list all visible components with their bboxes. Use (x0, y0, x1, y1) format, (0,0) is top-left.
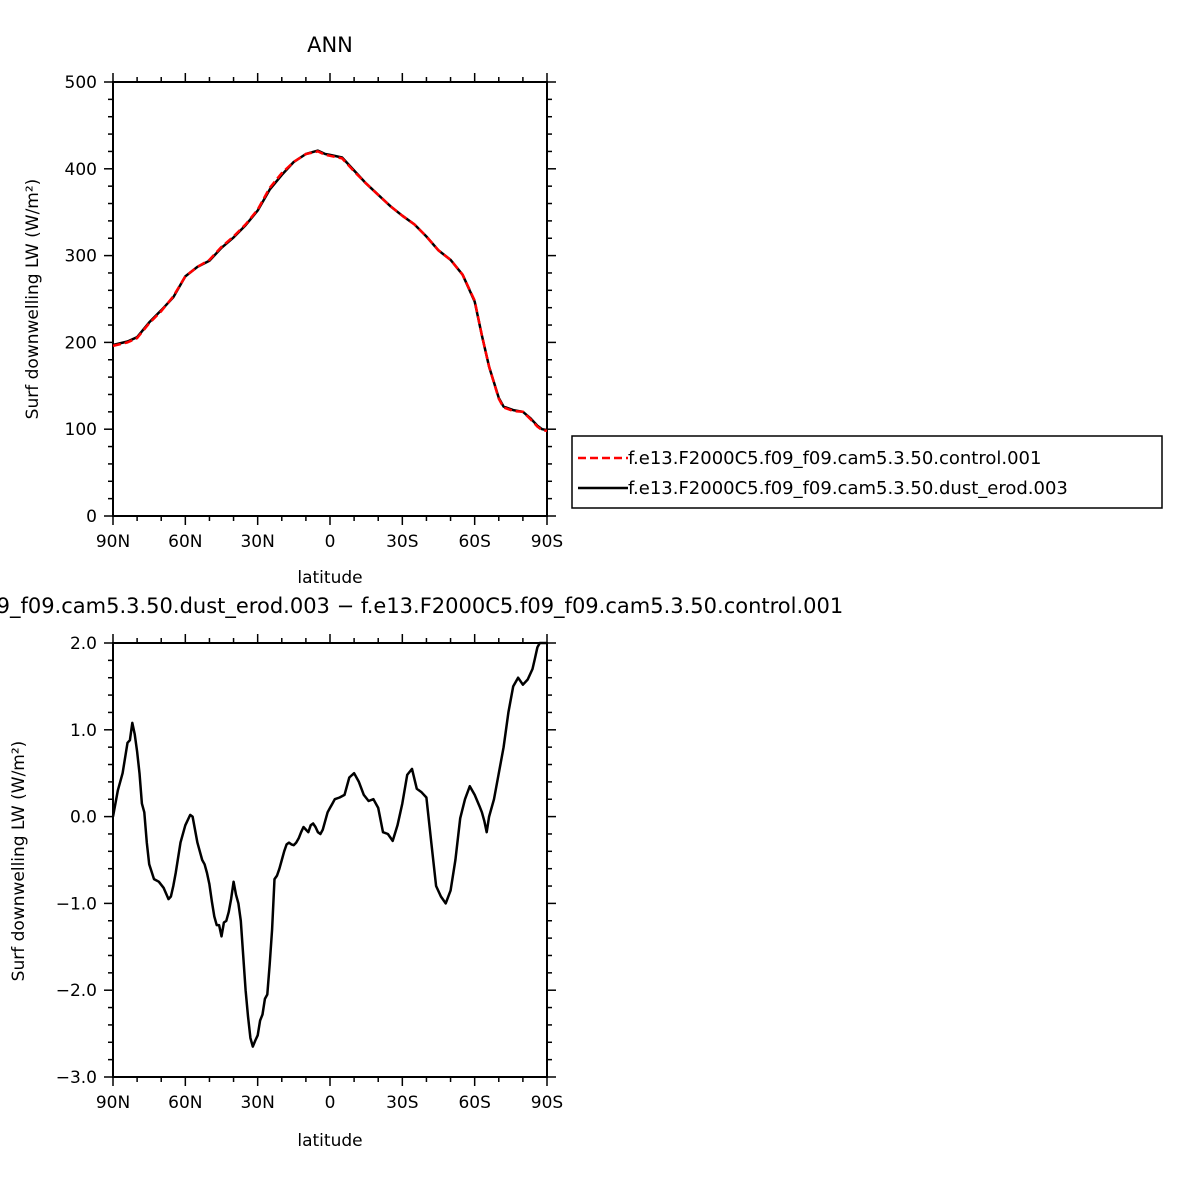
top-y-tick-label: 400 (65, 160, 97, 180)
top-plot-frame (112, 81, 548, 517)
top-x-tick-label: 30S (386, 532, 418, 552)
bottom-y-tick-label: 2.0 (70, 634, 97, 654)
top-series-line-0 (112, 150, 548, 433)
top-y-tick-label: 500 (65, 73, 97, 93)
top-x-tick-label: 90N (96, 532, 130, 552)
bottom-y-tick-label: 1.0 (70, 721, 97, 741)
top-y-tick-label: 0 (86, 507, 97, 527)
top-x-tick-label: 90S (531, 532, 563, 552)
top-panel-xlabel: latitude (297, 568, 362, 588)
top-panel-ylabel: Surf downwelling LW (W/m²) (23, 179, 43, 420)
top-y-tick-label: 100 (65, 420, 97, 440)
bottom-x-tick-label: 0 (325, 1093, 336, 1113)
bottom-x-tick-label: 60S (458, 1093, 490, 1113)
bottom-panel-title: f.e13.F2000C5.f09_f09.cam5.3.50.dust_ero… (0, 594, 843, 619)
bottom-y-tick-label: −1.0 (56, 894, 97, 914)
legend-label-control: f.e13.F2000C5.f09_f09.cam5.3.50.control.… (628, 448, 1041, 469)
bottom-x-tick-label: 90N (96, 1093, 130, 1113)
top-panel-title: ANN (307, 33, 353, 57)
top-panel-plot-area: 90N 60N 30N 0 30S 60S 90S 0 100 200 300 400 500 (65, 73, 563, 552)
bottom-y-tick-label: −3.0 (56, 1068, 97, 1088)
legend-label-dust-erod: f.e13.F2000C5.f09_f09.cam5.3.50.dust_ero… (628, 478, 1068, 499)
bottom-panel-plot-area: 90N 60N 30N 0 30S 60S 90S −3.0 −2.0 −1.0 0.0 1.0 2.0 (56, 634, 563, 1113)
top-x-tick-label: 60S (458, 532, 490, 552)
bottom-x-tick-label: 60N (168, 1093, 202, 1113)
bottom-x-tick-label: 30N (240, 1093, 274, 1113)
bottom-x-tick-label: 90S (531, 1093, 563, 1113)
legend: f.e13.F2000C5.f09_f09.cam5.3.50.control.… (571, 435, 1163, 509)
top-y-tick-label: 300 (65, 247, 97, 267)
bottom-panel-xlabel: latitude (297, 1131, 362, 1151)
top-x-tick-label: 60N (168, 532, 202, 552)
top-panel: ANN latitude Surf downwelling LW (W/m²) … (23, 33, 563, 588)
legend-box (571, 435, 1163, 509)
bottom-series-line-0 (111, 641, 547, 1048)
bottom-y-tick-label: −2.0 (56, 981, 97, 1001)
bottom-panel-ylabel: Surf downwelling LW (W/m²) (9, 741, 29, 982)
top-x-tick-label: 30N (240, 532, 274, 552)
bottom-x-tick-label: 30S (386, 1093, 418, 1113)
bottom-panel: f.e13.F2000C5.f09_f09.cam5.3.50.dust_ero… (0, 594, 843, 1151)
bottom-y-tick-label: 0.0 (70, 808, 97, 828)
top-x-tick-label: 0 (325, 532, 336, 552)
top-y-tick-label: 200 (65, 333, 97, 353)
